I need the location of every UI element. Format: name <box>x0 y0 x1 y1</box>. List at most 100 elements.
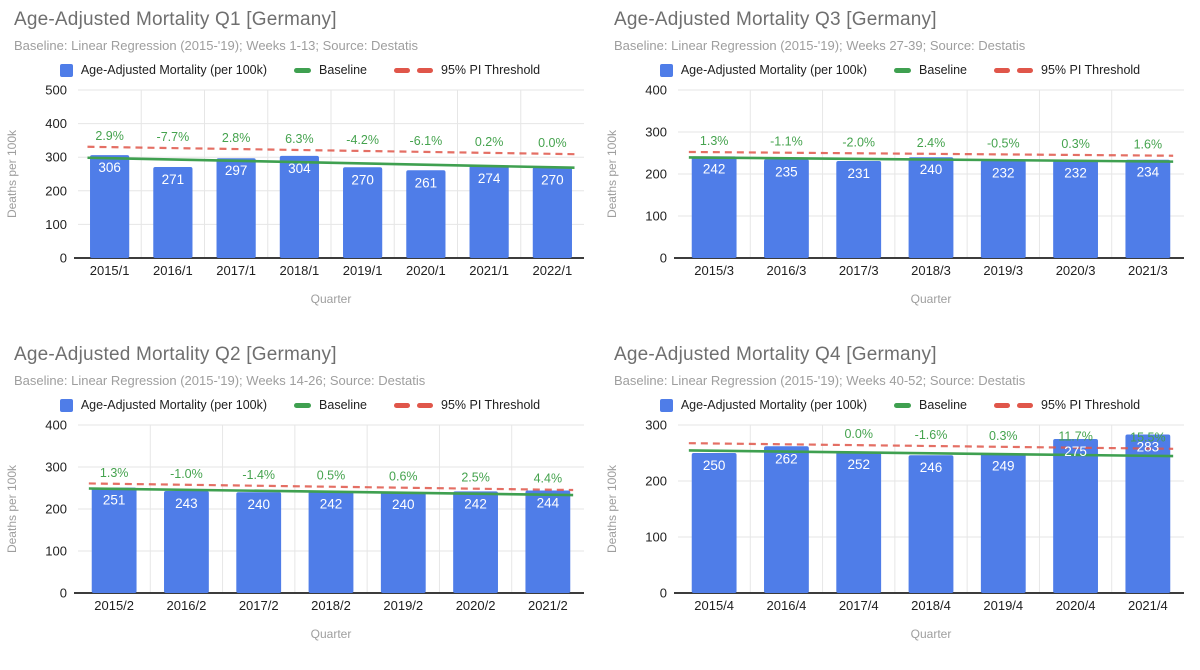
y-tick-label: 100 <box>45 544 67 559</box>
legend-label-threshold: 95% PI Threshold <box>1041 63 1141 77</box>
x-tick-label: 2018/3 <box>911 263 951 278</box>
y-tick-label: 300 <box>45 150 67 165</box>
legend-item-threshold[interactable]: 95% PI Threshold <box>994 398 1140 412</box>
bar-2016/1[interactable] <box>153 166 193 258</box>
y-tick-label: 400 <box>645 83 667 98</box>
bar-value-label: 234 <box>1137 165 1160 180</box>
bar-value-label: 242 <box>703 161 726 176</box>
x-tick-label: 2019/2 <box>383 598 423 613</box>
legend-item-threshold[interactable]: 95% PI Threshold <box>994 63 1140 77</box>
chart-subtitle-q4: Baseline: Linear Regression (2015-'19); … <box>614 373 1026 388</box>
bar-2021/2[interactable] <box>525 490 571 593</box>
pct-deviation-label: -1.0% <box>170 467 203 481</box>
bar-2020/2[interactable] <box>453 491 498 593</box>
pct-deviation-label: -2.0% <box>842 135 875 149</box>
y-axis-title: Deaths per 100k <box>605 464 619 553</box>
legend-item-mortality[interactable]: Age-Adjusted Mortality (per 100k) <box>59 398 267 412</box>
legend-item-threshold[interactable]: 95% PI Threshold <box>394 63 540 77</box>
threshold-swatch-icon <box>394 67 433 73</box>
bar-2016/3[interactable] <box>764 159 809 258</box>
chart-legend-q3: Age-Adjusted Mortality (per 100k) Baseli… <box>600 62 1200 78</box>
bar-value-label: 304 <box>288 161 311 176</box>
chart-plot-q3: 0 100 200 300 400 2015/3 2016/3 2017/3 2018/3 201… <box>605 83 1184 306</box>
bar-2020/4[interactable] <box>1053 439 1098 593</box>
legend-item-mortality[interactable]: Age-Adjusted Mortality (per 100k) <box>659 63 867 77</box>
y-tick-label: 0 <box>60 251 67 266</box>
bar-2021/4[interactable] <box>1125 434 1171 593</box>
legend-label-threshold: 95% PI Threshold <box>1041 398 1141 412</box>
pct-deviation-label: 2.4% <box>917 136 946 150</box>
pct-deviation-label: 1.3% <box>100 466 129 480</box>
bar-2017/4[interactable] <box>836 451 882 593</box>
x-tick-label: 2019/3 <box>983 263 1023 278</box>
chart-panel-q2: Age-Adjusted Mortality Q2 [Germany] Base… <box>0 335 600 670</box>
chart-panel-q4: Age-Adjusted Mortality Q4 [Germany] Base… <box>600 335 1200 670</box>
threshold-swatch-icon <box>994 402 1033 408</box>
legend-item-threshold[interactable]: 95% PI Threshold <box>394 398 540 412</box>
y-tick-label: 100 <box>645 209 667 224</box>
bar-value-label: 240 <box>392 497 415 512</box>
legend-label-mortality: Age-Adjusted Mortality (per 100k) <box>80 63 268 77</box>
legend-label-threshold: 95% PI Threshold <box>441 398 541 412</box>
x-tick-label: 2021/2 <box>528 598 568 613</box>
bar-2019/2[interactable] <box>380 492 426 593</box>
bar-2018/2[interactable] <box>308 491 354 593</box>
bar-value-label: 274 <box>478 171 501 186</box>
bar-2021/1[interactable] <box>469 165 509 258</box>
x-tick-label: 2017/2 <box>239 598 279 613</box>
chart-legend-q2: Age-Adjusted Mortality (per 100k) Baseli… <box>0 397 600 413</box>
x-tick-label: 2019/1 <box>343 263 383 278</box>
bar-2016/2[interactable] <box>164 490 209 593</box>
y-axis-title: Deaths per 100k <box>5 464 19 553</box>
bar-value-label: 243 <box>175 496 198 511</box>
bar-2015/3[interactable] <box>691 156 737 258</box>
chart-title-q1: Age-Adjusted Mortality Q1 [Germany] <box>14 9 337 30</box>
bar-2017/1[interactable] <box>216 158 256 258</box>
threshold-swatch-icon <box>394 402 433 408</box>
baseline-line <box>87 156 575 170</box>
chart-subtitle-q3: Baseline: Linear Regression (2015-'19); … <box>614 38 1026 53</box>
x-tick-label: 2022/1 <box>532 263 572 278</box>
legend-item-mortality[interactable]: Age-Adjusted Mortality (per 100k) <box>659 398 867 412</box>
x-axis-title: Quarter <box>311 627 352 641</box>
bar-2018/3[interactable] <box>908 157 954 258</box>
bar-2018/1[interactable] <box>279 155 319 258</box>
pct-deviation-label: 2.5% <box>461 471 490 485</box>
bar-2019/1[interactable] <box>343 167 383 258</box>
bar-2021/3[interactable] <box>1125 159 1171 258</box>
y-tick-label: 200 <box>645 474 667 489</box>
bar-2015/1[interactable] <box>90 155 130 258</box>
bar-2019/4[interactable] <box>980 453 1026 593</box>
bar-2017/2[interactable] <box>236 492 282 593</box>
bar-2015/2[interactable] <box>91 487 137 593</box>
legend-item-mortality[interactable]: Age-Adjusted Mortality (per 100k) <box>59 63 268 77</box>
bar-2022/1[interactable] <box>532 167 572 258</box>
x-tick-label: 2016/4 <box>767 598 807 613</box>
pct-deviation-label: 2.8% <box>222 131 251 145</box>
bar-2017/3[interactable] <box>836 160 882 258</box>
bar-2015/4[interactable] <box>691 453 737 593</box>
bar-2018/4[interactable] <box>908 455 954 593</box>
legend-label-threshold: 95% PI Threshold <box>441 63 541 77</box>
bar-2020/3[interactable] <box>1053 160 1098 258</box>
legend-item-baseline[interactable]: Baseline <box>894 398 967 412</box>
legend-item-baseline[interactable]: Baseline <box>294 398 367 412</box>
bar-2020/1[interactable] <box>406 170 446 258</box>
x-tick-label: 2016/2 <box>167 598 207 613</box>
pct-deviation-label: 15.5% <box>1130 431 1165 445</box>
baseline-line <box>88 487 574 497</box>
y-tick-label: 0 <box>660 251 667 266</box>
bar-value-label: 242 <box>464 496 487 511</box>
legend-item-baseline[interactable]: Baseline <box>894 63 967 77</box>
x-axis-title: Quarter <box>911 292 952 306</box>
x-tick-label: 2016/1 <box>153 263 193 278</box>
chart-title-q4: Age-Adjusted Mortality Q4 [Germany] <box>614 344 937 365</box>
y-tick-label: 0 <box>660 586 667 601</box>
pct-deviation-label: 0.0% <box>538 136 567 150</box>
bar-value-label: 270 <box>541 172 564 187</box>
legend-item-baseline[interactable]: Baseline <box>294 63 367 77</box>
x-tick-label: 2020/3 <box>1056 263 1096 278</box>
bar-2019/3[interactable] <box>980 160 1026 258</box>
x-tick-label: 2015/3 <box>694 263 734 278</box>
bar-2016/4[interactable] <box>764 446 809 593</box>
